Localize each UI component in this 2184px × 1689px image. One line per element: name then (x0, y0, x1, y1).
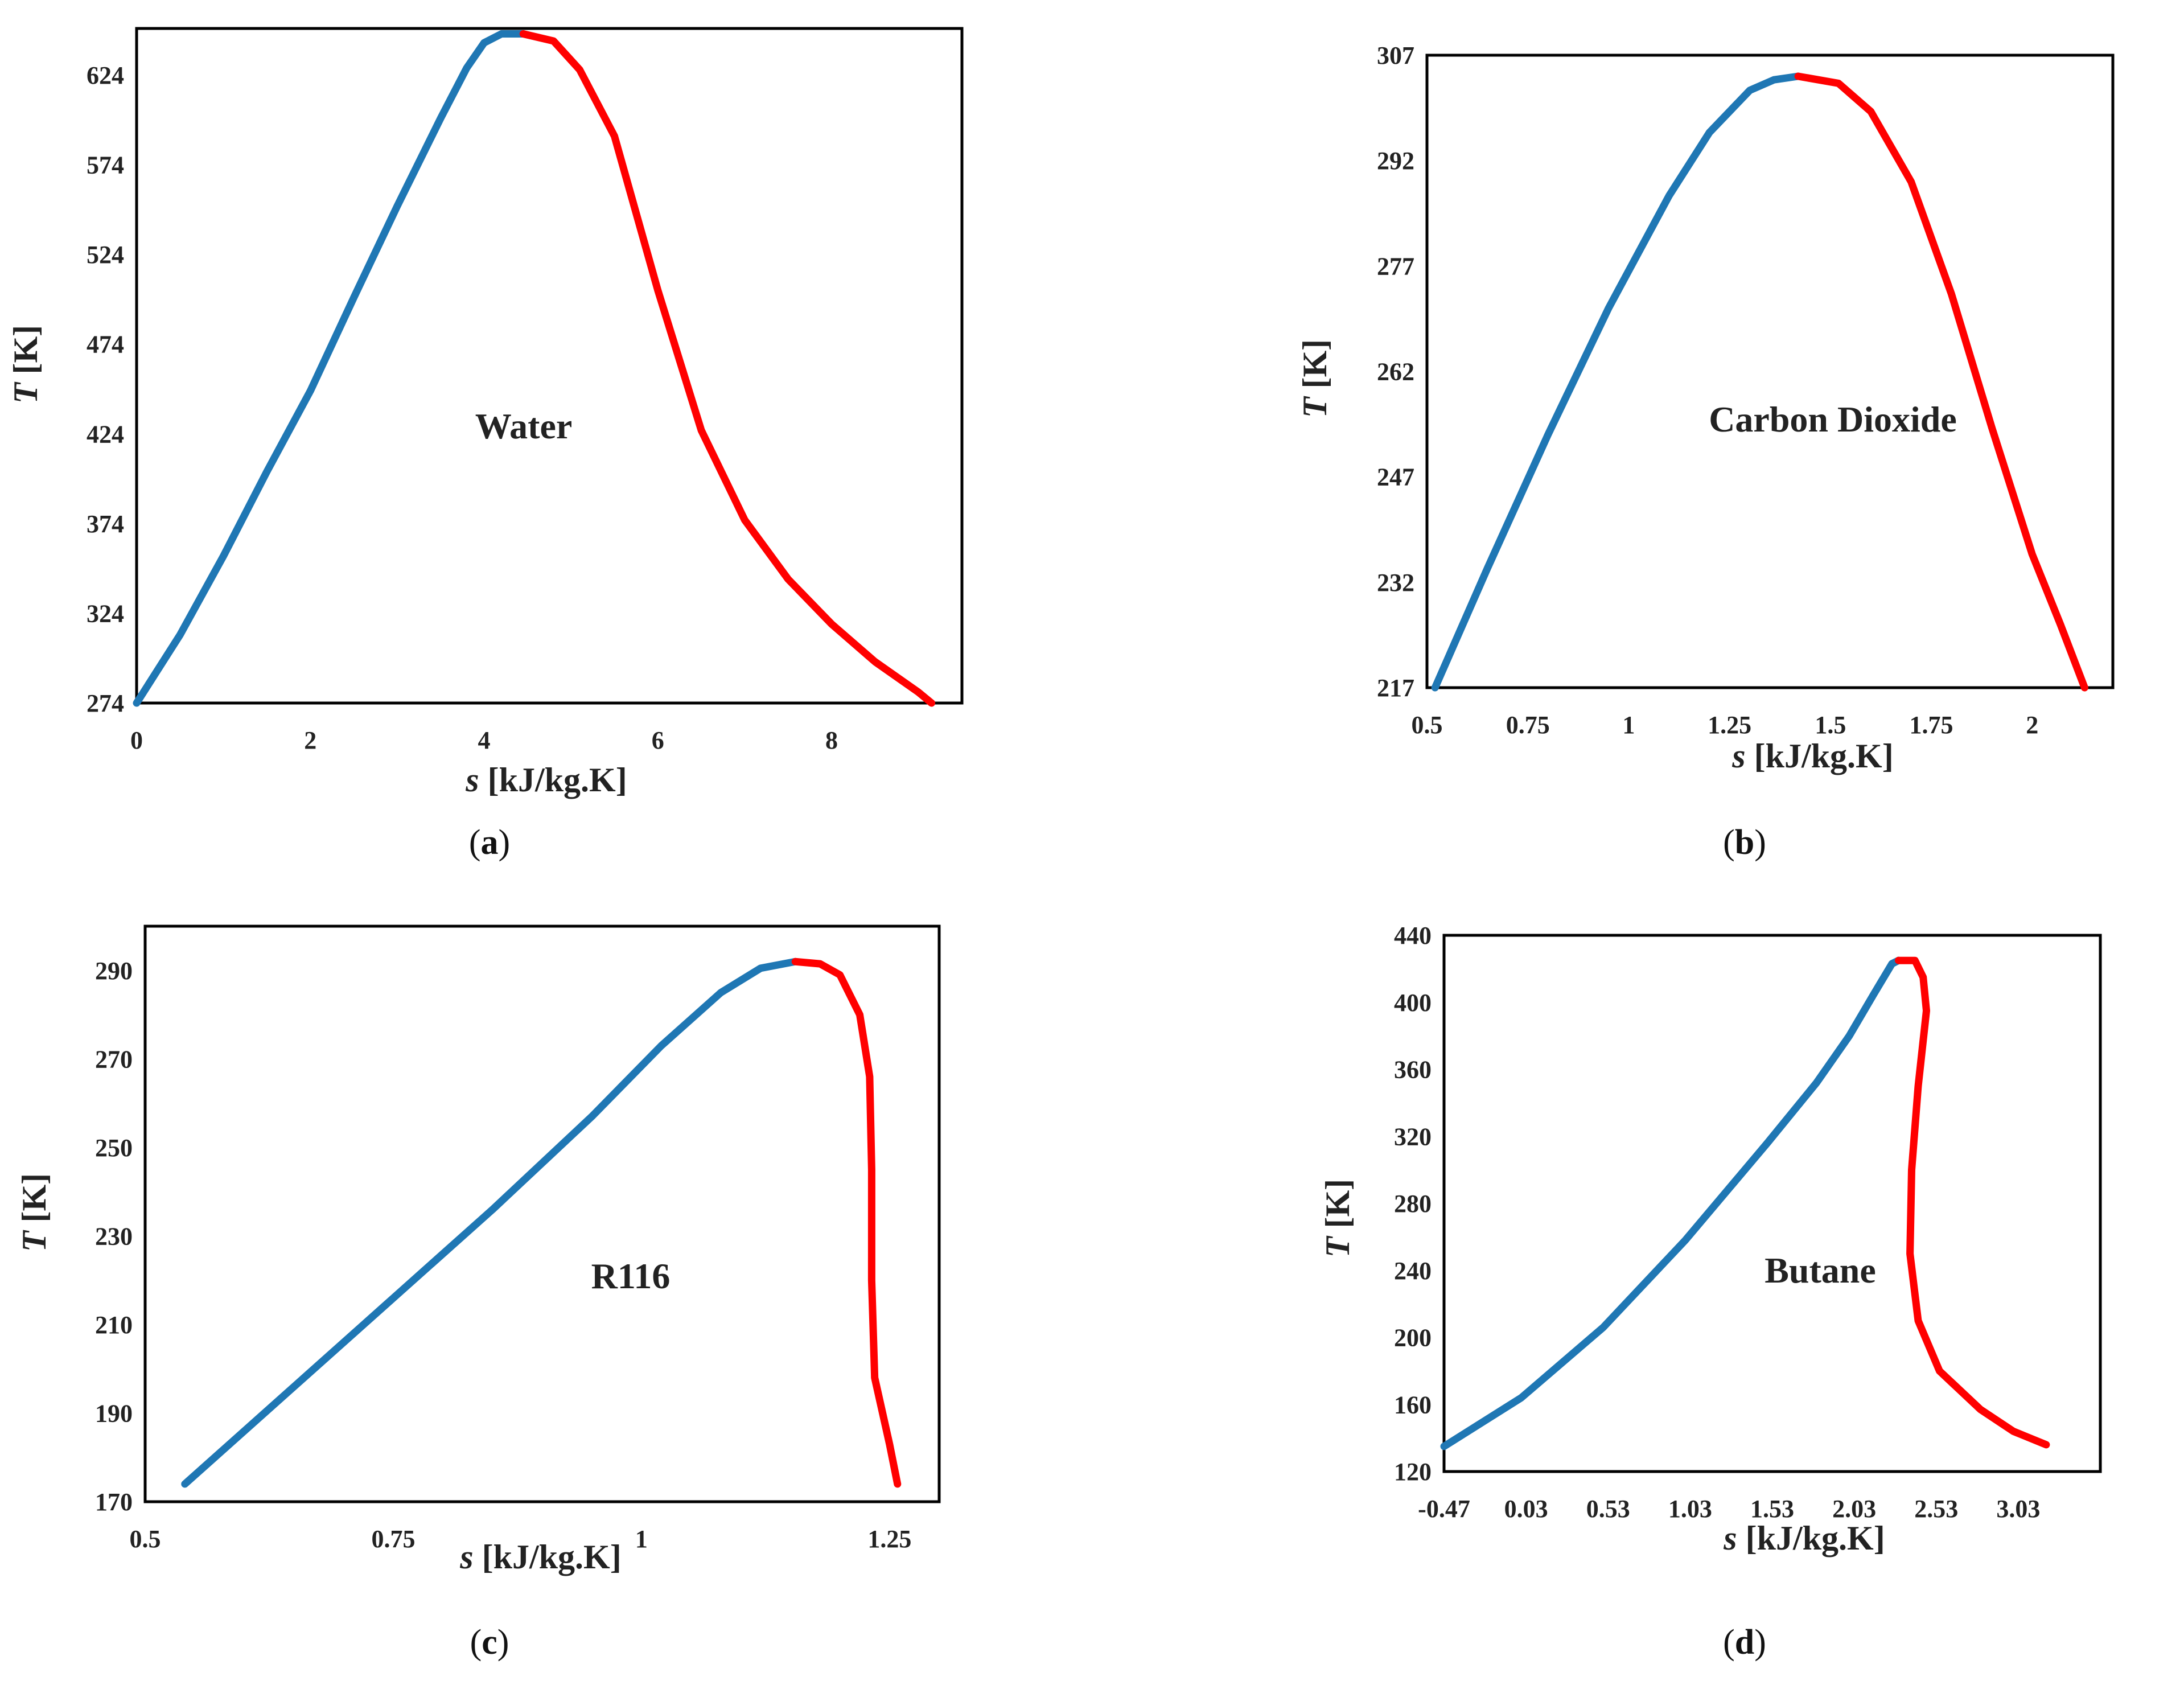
panel-d: -0.47 0.03 0.53 1.03 1.53 2.03 2.53 3.03 120 160 2… (1319, 922, 2102, 1662)
y-tick-label: 307 (1377, 42, 1414, 69)
x-tick-label: 2 (2026, 711, 2038, 739)
x-tick-label: 0.53 (1586, 1495, 1630, 1523)
x-tick-label: 0.75 (1506, 711, 1550, 739)
x-tick-label: 4 (478, 726, 491, 754)
x-tick-label: -0.47 (1418, 1495, 1470, 1523)
y-tick-label: 324 (87, 599, 124, 627)
panel-title: Carbon Dioxide (1709, 399, 1957, 439)
x-tick-label: 3.03 (1996, 1495, 2040, 1523)
y-tick-label: 290 (95, 957, 133, 985)
x-tick-label: 0.75 (371, 1525, 415, 1553)
x-tick-label: 1.53 (1750, 1495, 1794, 1523)
x-tick-label: 1.75 (1910, 711, 1953, 739)
y-tick-label: 400 (1394, 989, 1432, 1017)
x-tick-label: 1 (1622, 711, 1635, 739)
y-tick-label: 320 (1394, 1123, 1432, 1150)
x-tick-label: 2.03 (1832, 1495, 1876, 1523)
panel-caption: (a) (469, 823, 510, 862)
plot-frame (1442, 934, 2102, 1473)
y-tick-label: 217 (1377, 674, 1414, 702)
x-tick-label: 0 (130, 726, 143, 754)
y-axis-label: T [K] (1296, 339, 1334, 418)
x-tick-label: 2.53 (1914, 1495, 1958, 1523)
x-tick-label: 1.25 (867, 1525, 911, 1553)
y-tick-label: 280 (1394, 1190, 1432, 1218)
y-tick-label: 160 (1394, 1391, 1432, 1419)
panel-title: Butane (1765, 1250, 1876, 1291)
x-tick-label: 1 (635, 1525, 648, 1553)
x-tick-label: 1.03 (1668, 1495, 1712, 1523)
y-tick-label: 230 (95, 1222, 133, 1250)
plot-frame (1425, 54, 2115, 689)
x-axis-label: s [kJ/kg.K] (465, 761, 627, 799)
x-axis-label: s [kJ/kg.K] (459, 1538, 621, 1576)
y-tick-label: 120 (1394, 1458, 1432, 1486)
y-tick-label: 374 (87, 510, 124, 538)
x-tick-label: 0.5 (130, 1525, 161, 1553)
panel-title: R116 (591, 1256, 671, 1296)
y-axis-label: T [K] (15, 1173, 53, 1252)
y-tick-label: 274 (87, 689, 124, 717)
y-tick-label: 170 (95, 1488, 133, 1516)
panel-b: 0.5 0.75 1 1.25 1.5 1.75 2 217 232 247 262 277 292 30… (1296, 42, 2115, 862)
y-tick-label: 574 (87, 151, 124, 179)
y-tick-label: 277 (1377, 252, 1414, 280)
panel-caption: (c) (470, 1623, 509, 1662)
x-axis-label: s [kJ/kg.K] (1723, 1519, 1885, 1557)
saturated-liquid-line (1440, 956, 1902, 1450)
y-tick-label: 262 (1377, 358, 1414, 386)
y-tick-label: 474 (87, 331, 124, 359)
x-tick-label: 0.5 (1412, 711, 1443, 739)
x-tick-label: 2 (304, 726, 316, 754)
saturated-liquid-line (133, 30, 527, 707)
y-tick-label: 190 (95, 1399, 133, 1427)
y-tick-label: 200 (1394, 1324, 1432, 1352)
y-tick-label: 424 (87, 420, 124, 448)
plot-frame (143, 924, 941, 1503)
y-tick-label: 247 (1377, 463, 1414, 491)
saturated-liquid-line (181, 957, 799, 1488)
x-tick-label: 1.25 (1708, 711, 1751, 739)
y-tick-label: 524 (87, 241, 124, 269)
y-tick-label: 250 (95, 1134, 133, 1162)
panel-caption: (b) (1723, 823, 1766, 862)
y-tick-label: 360 (1394, 1056, 1432, 1084)
panel-c: 0.5 0.75 1 1.25 170 190 210 230 250 270 290 s [kJ/k… (15, 924, 941, 1662)
saturated-liquid-line (1431, 72, 1802, 692)
saturated-vapor-line (519, 30, 936, 707)
y-axis-label: T [K] (7, 325, 44, 404)
y-tick-label: 270 (95, 1045, 133, 1073)
saturated-vapor-line (791, 957, 902, 1488)
y-axis-label: T [K] (1319, 1179, 1356, 1257)
panel-title: Water (475, 406, 573, 446)
y-tick-label: 240 (1394, 1257, 1432, 1285)
panel-caption: (d) (1723, 1623, 1766, 1662)
x-tick-label: 6 (652, 726, 664, 754)
y-tick-label: 232 (1377, 569, 1414, 597)
x-tick-label: 8 (825, 726, 838, 754)
x-axis-label: s [kJ/kg.K] (1731, 737, 1893, 775)
x-tick-label: 0.03 (1504, 1495, 1548, 1523)
y-tick-label: 292 (1377, 147, 1414, 175)
y-tick-label: 440 (1394, 922, 1432, 950)
y-tick-label: 624 (87, 61, 124, 89)
saturated-vapor-line (1794, 72, 2088, 692)
y-tick-label: 210 (95, 1311, 133, 1339)
panel-a: 0 2 4 6 8 274 324 374 424 474 524 574 624 s [kJ/kg.K]… (7, 27, 964, 862)
x-tick-label: 1.5 (1815, 711, 1846, 739)
saturated-vapor-line (1895, 956, 2050, 1449)
plot-frame (135, 27, 964, 705)
